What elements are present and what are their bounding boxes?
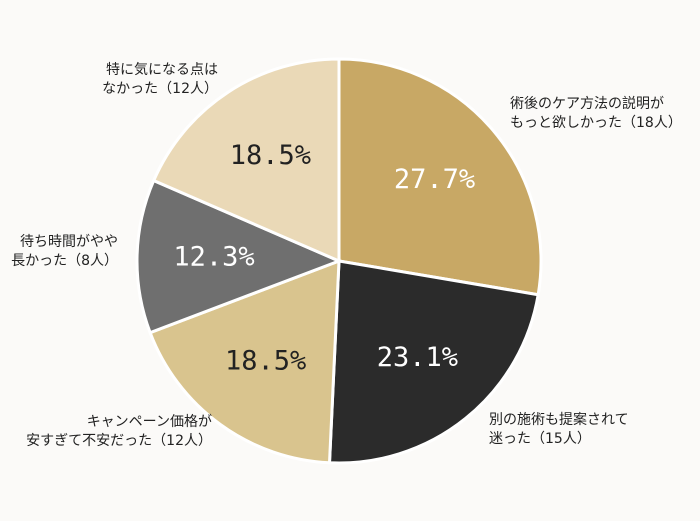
pie-slice-1	[337, 57, 543, 297]
pie-slice-4	[135, 178, 343, 335]
percent-label-1: 27.7%	[394, 164, 475, 195]
percent-label-3: 18.5%	[225, 346, 306, 377]
slices-layer	[135, 57, 543, 465]
pie-slice-3	[148, 258, 341, 465]
category-label-3-line-2: 安すぎて不安だった（12人）	[26, 433, 212, 449]
category-label-2-line-1: 別の施術も提案されて	[489, 411, 629, 428]
category-label-3: キャンペーン価格が安すぎて不安だった（12人）	[26, 414, 212, 449]
category-label-3-line-1: キャンペーン価格が	[87, 414, 212, 430]
percent-label-4: 12.3%	[173, 242, 254, 273]
category-label-5-line-2: なかった（12人）	[102, 81, 218, 97]
category-label-1: 術後のケア方法の説明がもっと欲しかった（18人）	[510, 96, 682, 131]
percent-labels-layer: 27.7% 23.1% 18.5% 12.3% 18.5%	[173, 140, 475, 377]
category-label-1-line-2: もっと欲しかった（18人）	[510, 115, 682, 131]
percent-label-2: 23.1%	[377, 342, 458, 373]
category-label-1-line-1: 術後のケア方法の説明が	[510, 96, 664, 112]
category-label-2-line-2: 迷った（15人）	[489, 431, 591, 447]
category-label-4-line-1: 待ち時間がやや	[20, 234, 118, 250]
category-label-5-line-1: 特に気になる点は	[106, 62, 218, 78]
pie-slice-5	[151, 57, 341, 264]
category-label-4: 待ち時間がやや長かった（8人）	[11, 234, 118, 269]
percent-label-5: 18.5%	[230, 140, 311, 171]
category-label-4-line-2: 長かった（8人）	[11, 253, 118, 269]
pie-slice-2	[327, 259, 540, 465]
category-labels-layer: 術後のケア方法の説明がもっと欲しかった（18人） 別の施術も提案されて迷った（15…	[11, 62, 682, 449]
category-label-5: 特に気になる点はなかった（12人）	[102, 62, 218, 97]
category-label-2: 別の施術も提案されて迷った（15人）	[489, 411, 629, 447]
